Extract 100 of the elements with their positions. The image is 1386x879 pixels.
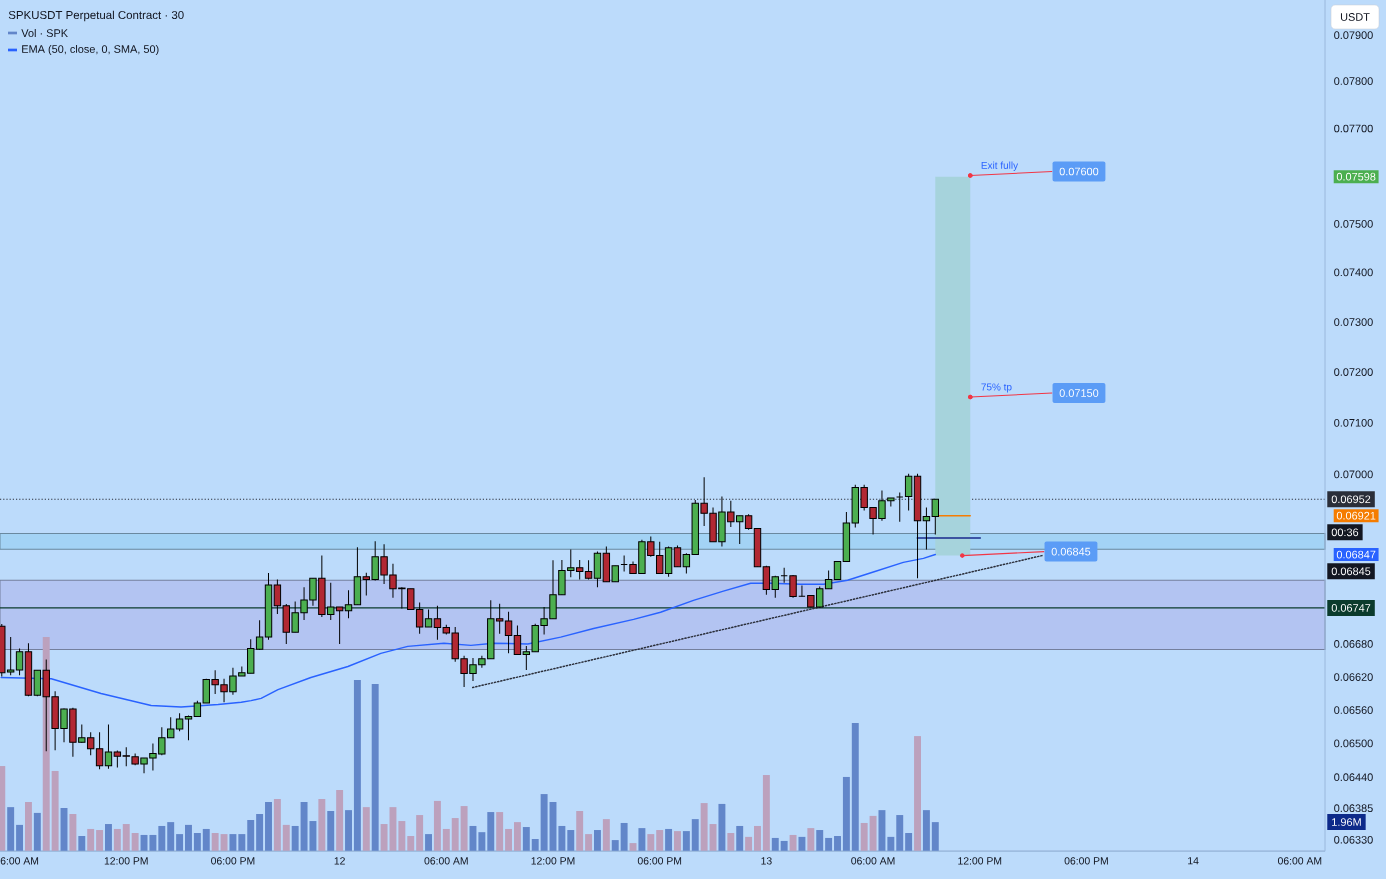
y-tick-label: 0.07900: [1334, 31, 1373, 40]
bar: [860, 822, 868, 851]
x-tick-label: 14: [1188, 857, 1199, 865]
ref-line-label: 0.06747: [1331, 604, 1371, 612]
bar: [665, 828, 673, 851]
bar: [220, 834, 228, 851]
bar: [567, 830, 575, 851]
bar: [113, 828, 121, 851]
x-tick-label: 06:00 PM: [1064, 857, 1108, 865]
bar: [674, 831, 681, 851]
y-axis-title: USDT: [1340, 13, 1370, 21]
y-tick-label: 0.06500: [1334, 739, 1373, 748]
bar: [202, 828, 210, 851]
bar: [922, 810, 930, 851]
bar: [416, 815, 424, 851]
bar: [96, 830, 104, 851]
candlestick: [673, 545, 682, 568]
bar: [193, 833, 201, 851]
bar: [24, 801, 32, 851]
bar: [0, 766, 6, 851]
y-tick-label: 0.07400: [1334, 268, 1373, 277]
bar: [291, 825, 299, 851]
y-tick-label: 0.06330: [1334, 835, 1373, 844]
bar: [407, 836, 415, 851]
bar: [487, 812, 495, 851]
bar: [167, 822, 175, 851]
bar: [745, 836, 753, 851]
bar: [158, 825, 166, 851]
y-tick-label: 0.07700: [1334, 124, 1373, 133]
bar: [727, 833, 735, 851]
annotation: 0.06845: [1051, 547, 1091, 556]
annotation: 0.07150: [1059, 389, 1099, 397]
y-tick-label: 0.06847: [1336, 550, 1376, 559]
y-tick-label: 0.07300: [1334, 318, 1373, 326]
bar: [602, 819, 610, 851]
bar: [709, 824, 717, 851]
bar: [176, 834, 184, 851]
bar: [425, 834, 432, 851]
bar: [593, 830, 601, 851]
bar: [78, 836, 86, 851]
bar: [789, 834, 797, 851]
x-tick-label: 12:00 PM: [531, 857, 575, 865]
bar: [762, 775, 770, 851]
candlestick: [904, 473, 913, 512]
bar: [353, 680, 361, 851]
x-tick-label: 06:00 PM: [211, 857, 255, 865]
bar: [914, 736, 921, 851]
text: SPKUSDT Perpetual Contract · 30: [8, 10, 184, 22]
bar: [620, 822, 628, 851]
text: 0.06845: [1331, 567, 1371, 576]
bar: [247, 819, 255, 851]
bar: [380, 824, 388, 851]
x-tick-label: 06:00 AM: [424, 857, 468, 865]
bar: [282, 824, 290, 851]
y-tick-label: 0.06560: [1334, 706, 1373, 714]
bar: [229, 834, 237, 851]
y-tick-label: 0.07598: [1336, 172, 1376, 181]
bar: [869, 815, 877, 851]
bar: [931, 822, 939, 851]
bar: [700, 803, 708, 851]
bar: [736, 825, 744, 851]
bar: [69, 813, 77, 851]
y-tick-label: 0.07100: [1334, 418, 1373, 427]
x-tick-label: 06:00 AM: [851, 857, 895, 865]
bar: [185, 824, 192, 851]
x-tick-label: 12: [334, 857, 345, 865]
y-tick-label: 0.07200: [1334, 368, 1373, 376]
y-tick-label: 0.06921: [1336, 511, 1376, 520]
bar: [345, 810, 352, 851]
annotation: 0.07600: [1059, 167, 1099, 176]
bar: [273, 799, 281, 851]
bar: [460, 806, 468, 851]
bar: [825, 837, 833, 851]
x-tick-label: 06:00 AM: [1277, 857, 1322, 865]
bar: [540, 794, 548, 851]
bar: [238, 834, 246, 851]
bar: [691, 819, 699, 851]
annotation: Exit fully: [981, 161, 1019, 171]
y-tick-label: 0.07000: [1334, 470, 1373, 479]
candlestick: [104, 723, 113, 770]
candlestick: [344, 589, 353, 619]
candlestick: [184, 715, 193, 741]
bar: [585, 834, 593, 851]
bar: [513, 822, 521, 851]
bar: [682, 831, 690, 851]
text: 00:36: [1331, 528, 1359, 537]
bar: [336, 790, 344, 851]
x-tick-label: 12:00 PM: [104, 857, 148, 865]
bar: [398, 821, 406, 851]
bar: [122, 824, 130, 851]
bar: [798, 836, 806, 851]
bar: [887, 836, 895, 851]
candlestick: [896, 492, 904, 523]
legend-label: Vol · SPK: [21, 28, 68, 37]
y-tick-label: 0.06385: [1334, 804, 1373, 813]
bar: [318, 799, 326, 851]
bar: [851, 723, 859, 851]
bar: [558, 825, 566, 851]
y-tick-label: 0.07800: [1334, 77, 1373, 85]
bar: [149, 834, 157, 851]
